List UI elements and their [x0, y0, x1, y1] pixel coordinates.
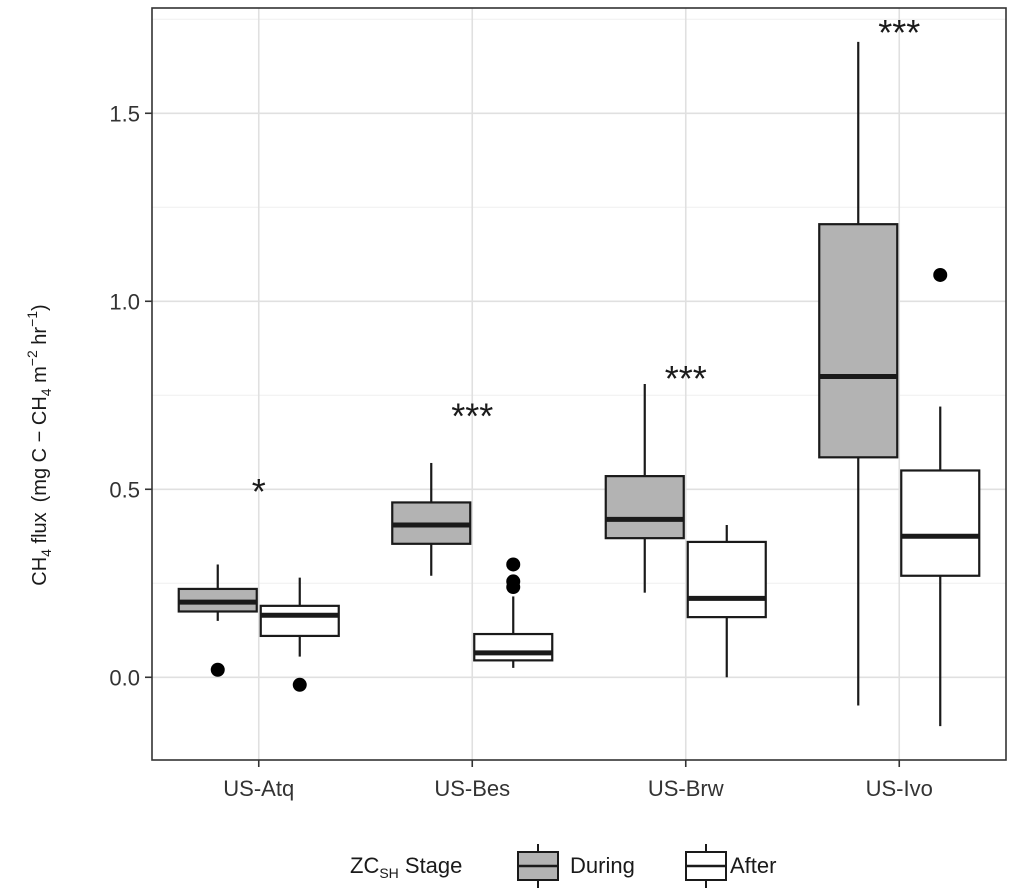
- iqr-box: [259, 604, 340, 638]
- significance-annotation: ***: [665, 358, 707, 399]
- box-after-us-brw: [686, 525, 767, 678]
- iqr-box: [686, 540, 767, 619]
- x-tick-label: US-Brw: [648, 776, 724, 801]
- box-during-us-brw: [604, 384, 685, 593]
- box-during-us-bes: [391, 462, 472, 576]
- box-after-us-ivo: [900, 267, 981, 727]
- y-axis-title-unit-open: (mg C: [29, 448, 51, 502]
- y-tick-label: 0.5: [109, 477, 140, 502]
- y-axis-title-unit-hr-sup: −1: [24, 311, 40, 327]
- box-during-us-atq: [177, 564, 258, 677]
- y-tick-label: 1.5: [109, 101, 140, 126]
- significance-annotation: *: [252, 471, 266, 512]
- legend-key-during: [517, 844, 559, 888]
- outlier-point: [292, 677, 307, 692]
- iqr-box: [900, 469, 981, 577]
- y-axis-title-ch: CH: [29, 557, 51, 586]
- box-layer: [177, 41, 981, 727]
- x-tick-label: US-Ivo: [866, 776, 933, 801]
- legend-key-after: [685, 844, 727, 888]
- iqr-box: [604, 475, 685, 540]
- axis-layer: 0.0 0.5 1.0 1.5 US-Atq US-Bes US-Brw US-Ivo: [109, 101, 932, 801]
- box-after-us-bes: [473, 557, 554, 668]
- significance-annotation: ***: [878, 12, 920, 53]
- box-after-us-atq: [259, 577, 340, 692]
- legend-title-sub: SH: [379, 865, 398, 881]
- y-axis-title: CH4 flux(mg C − CH4 m−2 hr−1): [24, 304, 54, 585]
- y-axis-title-unit-hr: hr: [29, 327, 51, 351]
- y-axis-title-unit-m-sup: −2: [24, 350, 40, 366]
- legend-label-after: After: [730, 853, 776, 878]
- outlier-point: [933, 267, 948, 282]
- legend-title: ZCSH Stage: [350, 853, 462, 881]
- legend: ZCSH Stage During After: [350, 844, 776, 888]
- y-axis-title-unit-m: m: [29, 366, 51, 388]
- y-axis-title-unit-close: ): [29, 304, 51, 311]
- y-axis-title-flux: flux: [29, 512, 51, 549]
- legend-title-zc: ZC: [350, 853, 379, 878]
- x-tick-label: US-Atq: [223, 776, 294, 801]
- grid-layer: [152, 8, 1006, 760]
- box-during-us-ivo: [818, 41, 899, 706]
- annotation-layer: **********: [252, 12, 921, 512]
- y-axis-title-ch-sub: 4: [38, 549, 54, 557]
- legend-title-stage: Stage: [399, 853, 463, 878]
- plot-panel-border: [151, 7, 1007, 761]
- x-tick-label: US-Bes: [434, 776, 510, 801]
- significance-annotation: ***: [451, 396, 493, 437]
- outlier-point: [506, 574, 521, 589]
- outlier-point: [210, 662, 225, 677]
- y-axis-title-unit-dash: −: [29, 425, 51, 448]
- outlier-point: [506, 557, 521, 572]
- y-tick-label: 0.0: [109, 665, 140, 690]
- y-axis-title-unit-ch: CH: [29, 396, 51, 425]
- y-tick-label: 1.0: [109, 289, 140, 314]
- iqr-box: [473, 632, 554, 662]
- iqr-box: [818, 223, 899, 459]
- legend-label-during: During: [570, 853, 635, 878]
- y-axis-title-unit-ch-sub: 4: [38, 388, 54, 396]
